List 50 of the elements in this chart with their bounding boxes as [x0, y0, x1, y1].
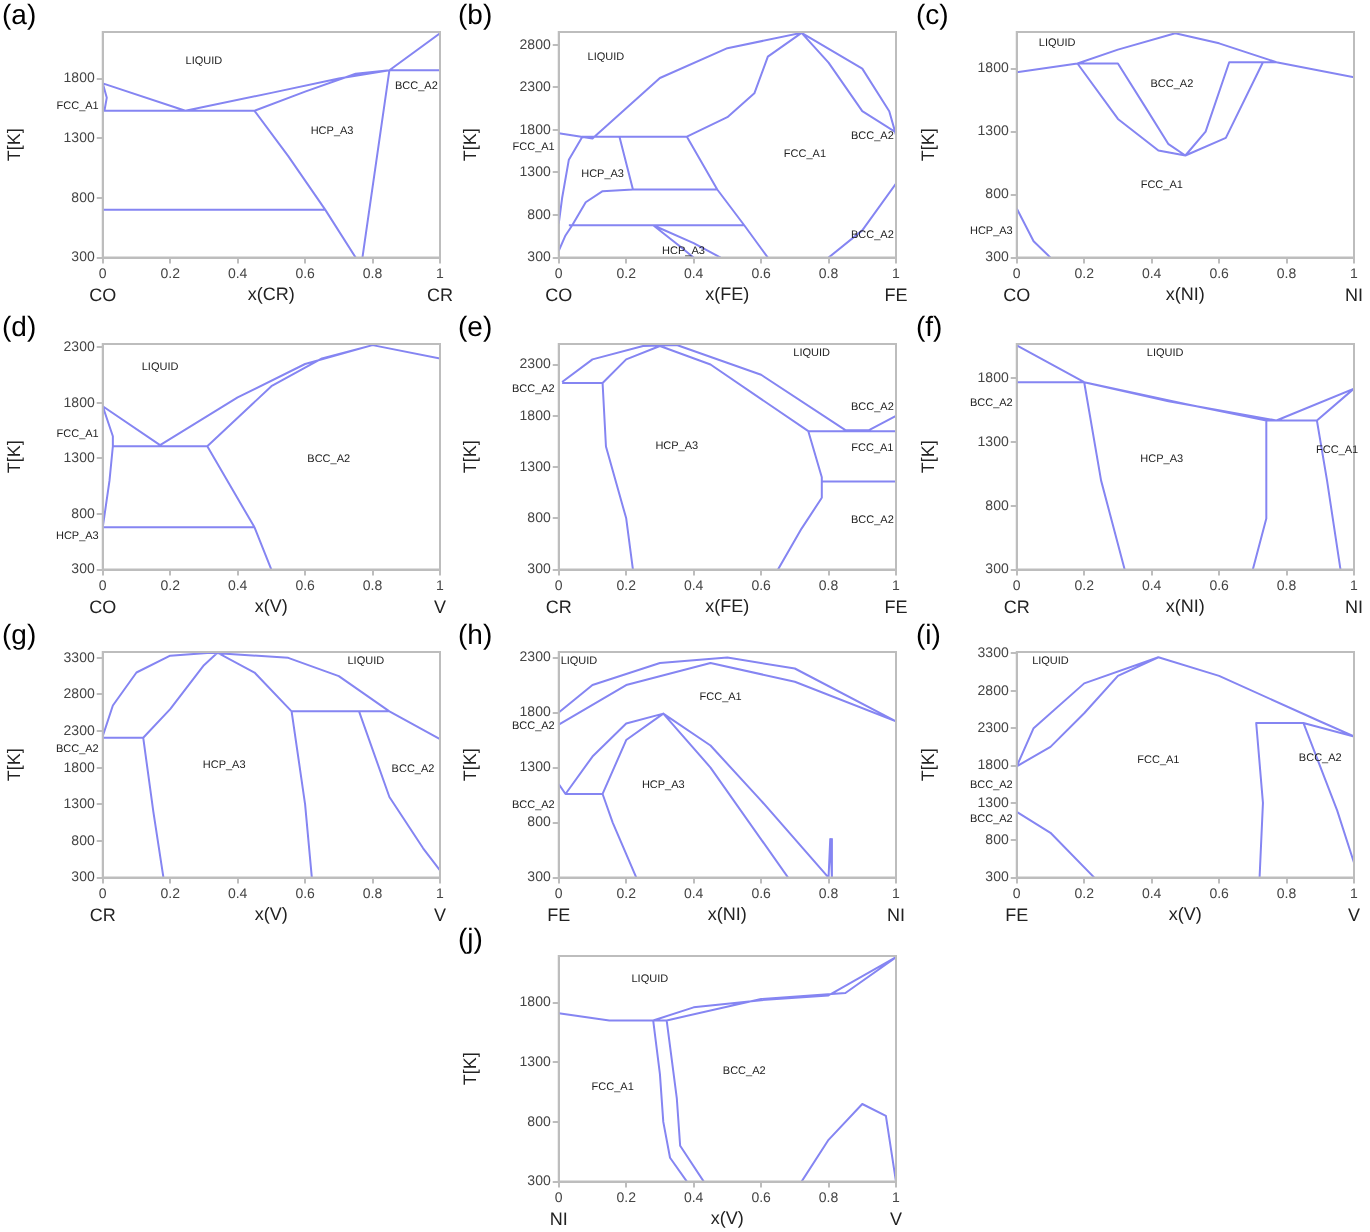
text: CO [545, 284, 573, 305]
x-axis-title: x(NI) [1165, 596, 1205, 617]
y-axis-title: T[K] [3, 440, 24, 474]
chart-title: (a) [2, 0, 37, 30]
text: NI [887, 904, 905, 925]
text: FE [547, 904, 571, 925]
x-axis-title: x(FE) [705, 596, 750, 617]
x-axis-title: x(V) [254, 904, 288, 925]
y-axis-title: T[K] [459, 440, 480, 474]
x-axis-title: x(V) [1168, 904, 1202, 925]
y-axis-title: T[K] [917, 748, 938, 782]
chart-title: (h) [458, 617, 493, 650]
chart-title: (d) [2, 309, 37, 342]
chart-title: (i) [916, 617, 941, 650]
y-axis-title: T[K] [459, 128, 480, 162]
text: CR [89, 904, 117, 925]
y-axis-title: T[K] [459, 748, 480, 782]
text: V [1347, 904, 1361, 925]
chart-title: (j) [458, 921, 483, 954]
text: NI [1345, 284, 1363, 305]
x-axis-title: x(V) [710, 1208, 744, 1229]
chart-title: (b) [458, 0, 493, 30]
text: NI [549, 1208, 568, 1229]
text: CR [427, 284, 454, 305]
y-axis-title: T[K] [3, 748, 24, 782]
x-axis-title: x(NI) [1165, 284, 1205, 305]
x-axis-title: x(V) [254, 596, 288, 617]
chart-title: (c) [916, 0, 949, 30]
x-axis-title: x(FE) [705, 284, 750, 305]
text: CO [89, 284, 117, 305]
text: CR [1003, 596, 1031, 617]
text: FE [1005, 904, 1029, 925]
y-axis-title: T[K] [917, 128, 938, 162]
text: V [889, 1208, 903, 1229]
text: CO [1003, 284, 1031, 305]
chart-title: (e) [458, 309, 493, 342]
chart-title: (g) [2, 617, 37, 650]
y-axis-title: T[K] [3, 128, 24, 162]
text: CR [545, 596, 573, 617]
y-axis-title: T[K] [459, 1052, 480, 1086]
text: V [433, 904, 447, 925]
x-axis-title: x(CR) [247, 284, 295, 305]
text: NI [1345, 596, 1363, 617]
x-axis-title: x(NI) [707, 904, 747, 925]
y-axis-title: T[K] [917, 440, 938, 474]
text: CO [89, 596, 117, 617]
text: FE [884, 596, 908, 617]
text: FE [884, 284, 908, 305]
chart-title: (f) [916, 309, 943, 342]
text: V [433, 596, 447, 617]
